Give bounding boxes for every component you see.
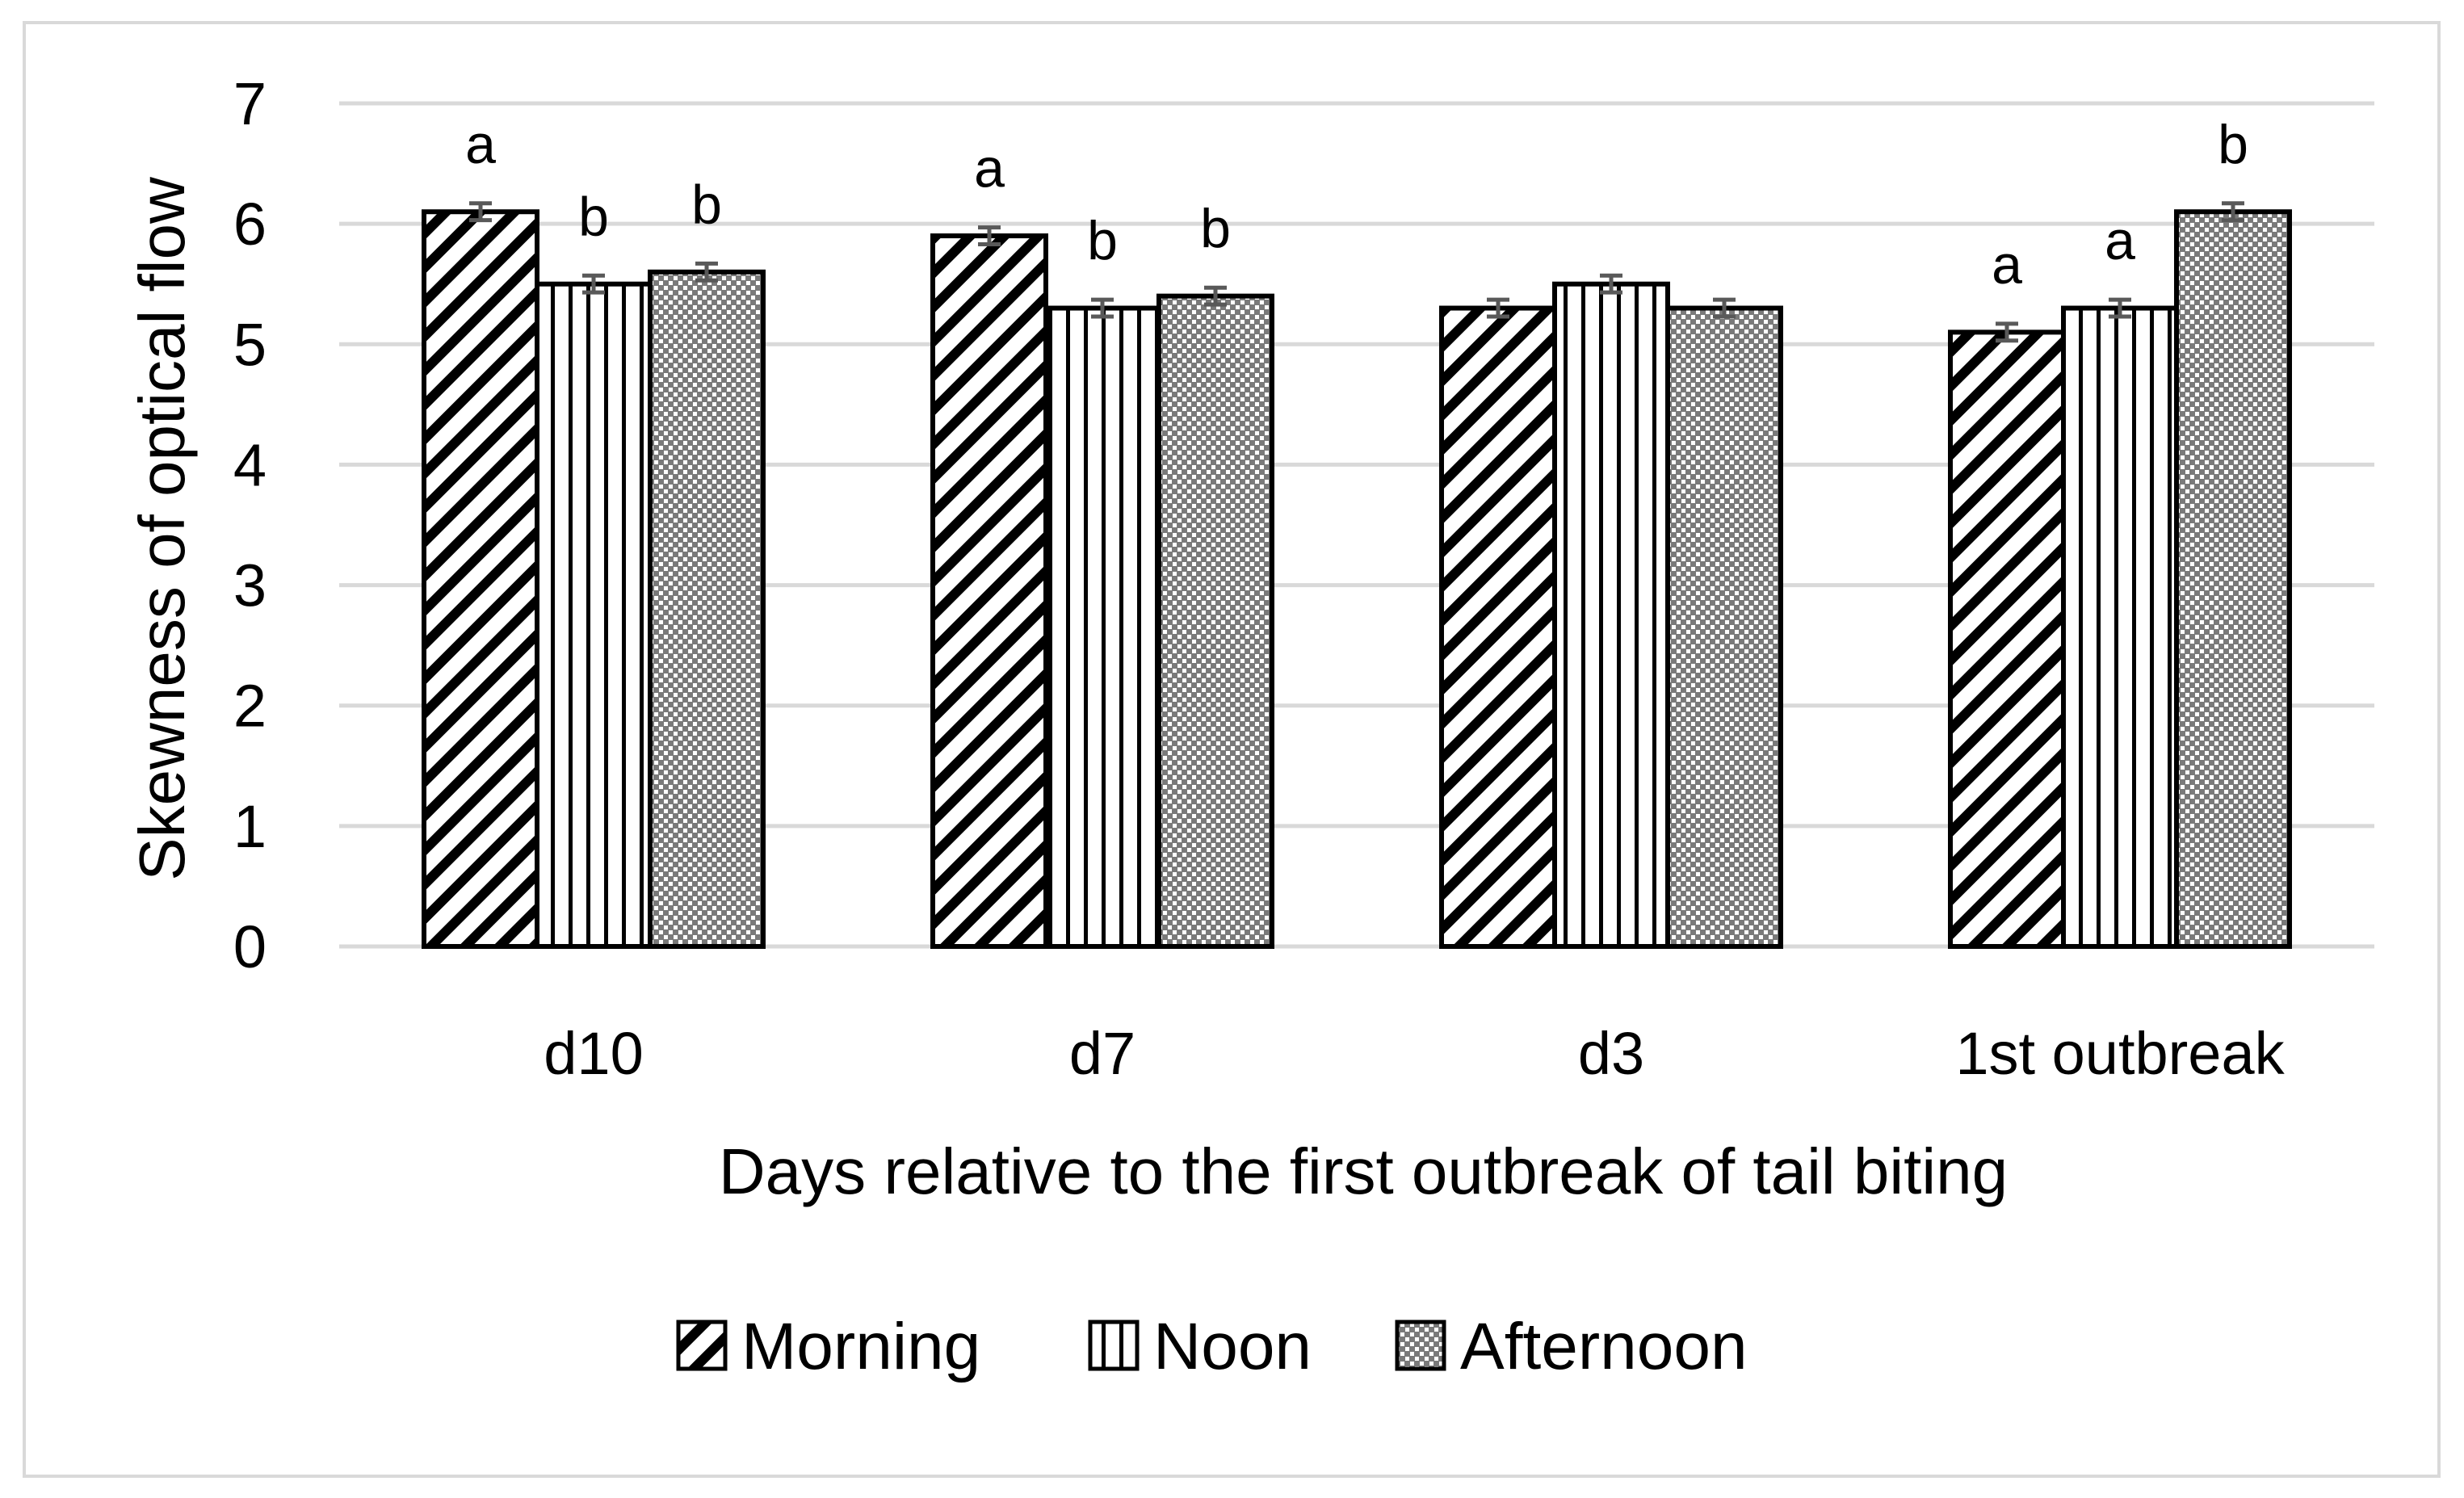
chart-border <box>23 21 2441 1478</box>
significance-letters: a b b a b b a a b <box>465 114 2248 296</box>
y-tick-label: 6 <box>233 191 267 258</box>
y-tick-label: 2 <box>233 673 267 740</box>
bar <box>2061 305 2179 949</box>
significance-letter: b <box>1087 210 1118 271</box>
x-axis-ticks: d10 d7 d3 1st outbreak <box>544 1020 2285 1087</box>
bar <box>1665 305 1783 949</box>
legend-label: Afternoon <box>1460 1310 1748 1383</box>
bar <box>535 281 653 949</box>
bar <box>422 209 539 949</box>
x-axis-title: Days relative to the first outbreak of t… <box>719 1135 2008 1207</box>
y-axis-ticks: 0 1 2 3 4 5 6 7 <box>233 70 267 980</box>
bar <box>648 269 766 949</box>
significance-letter: a <box>974 138 1005 199</box>
significance-letter: a <box>1992 234 2022 296</box>
error-bars <box>469 201 2244 343</box>
y-tick-label: 3 <box>233 552 267 619</box>
significance-letter: a <box>2105 210 2135 271</box>
bar <box>2174 209 2292 949</box>
bar <box>1439 305 1557 949</box>
y-tick-label: 7 <box>233 70 267 137</box>
bars <box>422 209 2292 950</box>
y-tick-label: 4 <box>233 431 267 498</box>
legend-label: Noon <box>1153 1310 1312 1383</box>
bar <box>1948 329 2066 950</box>
x-tick-label: 1st outbreak <box>1955 1020 2285 1087</box>
bar <box>1156 293 1274 949</box>
significance-letter: b <box>2218 114 2248 175</box>
legend: Morning Noon Afternoon <box>676 1310 1748 1383</box>
significance-letter: b <box>1200 198 1231 259</box>
significance-letter: b <box>578 186 609 247</box>
legend-swatch <box>1395 1320 1446 1371</box>
y-tick-label: 1 <box>233 793 267 860</box>
significance-letter: a <box>465 114 496 175</box>
x-tick-label: d10 <box>544 1020 643 1087</box>
legend-label: Morning <box>741 1310 980 1383</box>
x-tick-label: d3 <box>1578 1020 1644 1087</box>
y-axis-title: Skewness of optical flow <box>126 177 198 881</box>
y-tick-label: 0 <box>233 913 267 980</box>
legend-swatch <box>676 1320 728 1371</box>
significance-letter: b <box>691 174 722 235</box>
bar <box>1552 281 1670 949</box>
x-tick-label: d7 <box>1069 1020 1135 1087</box>
bar <box>1043 305 1161 949</box>
y-tick-label: 5 <box>233 311 267 378</box>
bar <box>930 233 1048 949</box>
legend-swatch <box>1088 1320 1140 1371</box>
